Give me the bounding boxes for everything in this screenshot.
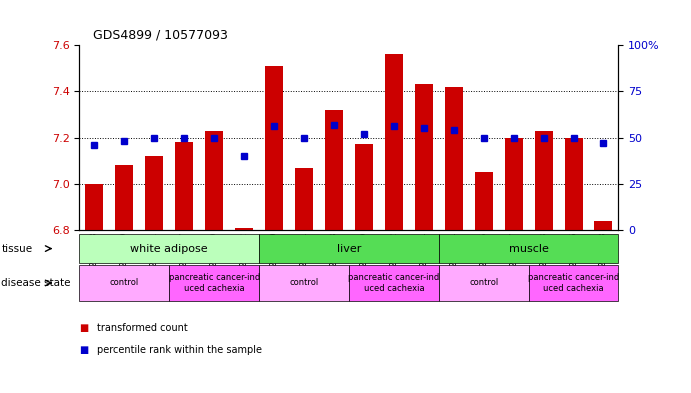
- Bar: [115, 165, 133, 230]
- Bar: [176, 142, 193, 230]
- Bar: [504, 138, 522, 230]
- Text: muscle: muscle: [509, 244, 549, 253]
- Bar: [295, 167, 313, 230]
- Bar: [565, 138, 583, 230]
- Text: control: control: [110, 279, 139, 287]
- Bar: [145, 156, 163, 230]
- Text: disease state: disease state: [1, 278, 71, 288]
- Bar: [445, 87, 463, 230]
- Bar: [415, 84, 433, 230]
- Text: control: control: [290, 279, 319, 287]
- Bar: [265, 66, 283, 230]
- Bar: [355, 145, 373, 230]
- Bar: [86, 184, 104, 230]
- Text: percentile rank within the sample: percentile rank within the sample: [97, 345, 262, 355]
- Text: transformed count: transformed count: [97, 323, 187, 333]
- Text: tissue: tissue: [1, 244, 32, 253]
- Bar: [235, 228, 253, 230]
- Text: pancreatic cancer-ind
uced cachexia: pancreatic cancer-ind uced cachexia: [528, 273, 619, 293]
- Text: pancreatic cancer-ind
uced cachexia: pancreatic cancer-ind uced cachexia: [348, 273, 439, 293]
- Text: liver: liver: [337, 244, 361, 253]
- Bar: [385, 54, 403, 230]
- Bar: [325, 110, 343, 230]
- Bar: [594, 220, 612, 230]
- Text: pancreatic cancer-ind
uced cachexia: pancreatic cancer-ind uced cachexia: [169, 273, 260, 293]
- Text: white adipose: white adipose: [131, 244, 208, 253]
- Bar: [205, 130, 223, 230]
- Bar: [475, 172, 493, 230]
- Text: ■: ■: [79, 323, 88, 333]
- Text: GDS4899 / 10577093: GDS4899 / 10577093: [93, 28, 228, 41]
- Text: control: control: [469, 279, 498, 287]
- Bar: [535, 130, 553, 230]
- Text: ■: ■: [79, 345, 88, 355]
